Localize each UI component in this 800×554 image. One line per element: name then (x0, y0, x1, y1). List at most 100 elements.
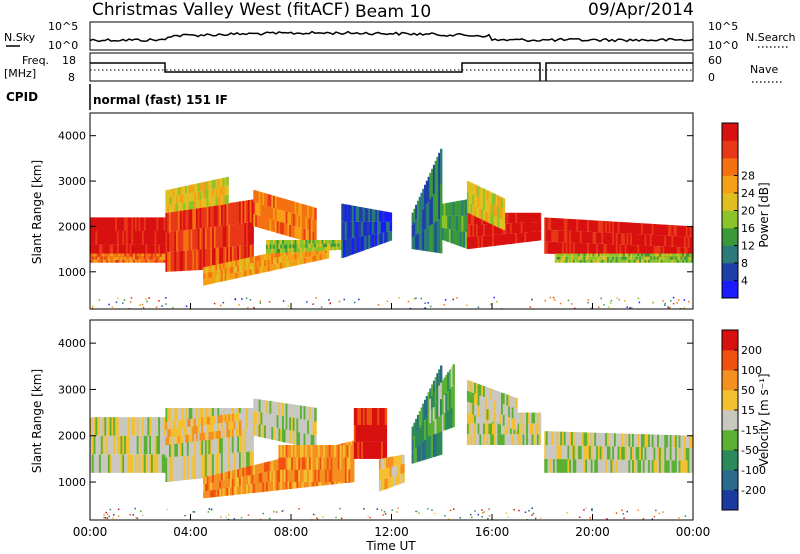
echo-cell (612, 446, 615, 460)
echo-cell (212, 482, 215, 490)
echo-cell (169, 457, 172, 482)
nsearch-label: N.Search (746, 31, 796, 44)
echo-cell (291, 254, 294, 261)
echo-cell (222, 225, 226, 248)
echo-cell (597, 243, 601, 256)
echo-cell (615, 446, 619, 460)
echo-cell (106, 217, 109, 231)
noise-speck (453, 508, 455, 510)
echo-cell (264, 412, 267, 426)
echo-cell (590, 256, 594, 260)
echo-cell (450, 202, 454, 216)
echo-cell (682, 259, 685, 263)
echo-cell (479, 197, 482, 209)
echo-cell (443, 228, 446, 241)
echo-cell (585, 445, 588, 460)
echo-cell (197, 431, 201, 456)
echo-cell (434, 160, 438, 192)
echo-cell (308, 250, 312, 257)
echo-cell (310, 230, 314, 243)
echo-cell (127, 244, 131, 259)
echo-cell (312, 469, 315, 482)
echo-cell (221, 247, 224, 269)
echo-cell (569, 219, 572, 231)
echo-cell (161, 244, 165, 259)
echo-cell (583, 253, 586, 257)
echo-cell (177, 428, 181, 436)
echo-cell (545, 241, 549, 254)
echo-cell (601, 220, 604, 233)
noise-speck (667, 306, 669, 308)
echo-cell (217, 430, 220, 439)
echo-cell (396, 475, 400, 485)
echo-cell (486, 409, 489, 420)
echo-cell (161, 217, 165, 231)
echo-cell (208, 248, 211, 270)
echo-cell (201, 425, 204, 433)
echo-cell (267, 240, 271, 245)
echo-cell (142, 417, 145, 436)
echo-cell (283, 211, 287, 224)
echo-cell (488, 212, 491, 224)
echo-cell (287, 416, 290, 431)
echo-cell (278, 250, 281, 257)
echo-cell (567, 253, 570, 257)
echo-cell (301, 204, 305, 217)
echo-cell (316, 240, 319, 244)
echo-cell (490, 192, 493, 203)
echo-cell (163, 217, 166, 231)
noise-speck (247, 306, 249, 309)
echo-cell (271, 207, 274, 220)
echo-cell (213, 277, 217, 283)
echo-cell (615, 221, 619, 234)
echo-cell (379, 441, 382, 459)
echo-cell (276, 402, 279, 415)
echo-cell (572, 459, 576, 473)
echo-cell (145, 256, 148, 260)
echo-cell (125, 435, 129, 455)
echo-cell (606, 232, 610, 245)
echo-cell (273, 470, 276, 481)
echo-cell (91, 417, 95, 436)
echo-cell (203, 491, 206, 499)
echo-cell (667, 235, 671, 247)
echo-cell (165, 457, 168, 482)
echo-cell (176, 428, 179, 436)
echo-cell (662, 224, 665, 236)
echo-cell (372, 408, 375, 425)
echo-cell (571, 230, 574, 243)
echo-cell (197, 433, 201, 441)
echo-cell (224, 203, 227, 226)
echo-cell (646, 460, 649, 473)
echo-cell (113, 435, 116, 455)
echo-cell (170, 421, 174, 429)
echo-cell (587, 445, 590, 460)
echo-cell (486, 190, 489, 202)
echo-cell (481, 198, 484, 210)
echo-cell (262, 192, 265, 205)
echo-cell (298, 248, 301, 252)
echo-cell (346, 457, 349, 470)
echo-cell (635, 459, 638, 473)
echo-cell (493, 400, 497, 412)
echo-cell (562, 218, 565, 231)
echo-cell (587, 231, 590, 244)
echo-cell (673, 225, 676, 236)
echo-cell (337, 469, 341, 482)
echo-cell (341, 469, 344, 482)
echo-cell (107, 253, 111, 257)
echo-cell (461, 231, 464, 248)
echo-cell (554, 445, 558, 460)
echo-cell (258, 473, 262, 483)
echo-cell (666, 259, 669, 263)
echo-cell (569, 256, 572, 260)
echo-cell (226, 487, 229, 496)
echo-cell (95, 217, 98, 231)
xtick-label: 08:00 (274, 525, 309, 539)
echo-cell (235, 202, 238, 225)
echo-cell (237, 428, 240, 437)
echo-cell (682, 236, 685, 248)
noise-speck (98, 299, 101, 301)
echo-cell (283, 261, 287, 268)
echo-cell (294, 477, 297, 489)
